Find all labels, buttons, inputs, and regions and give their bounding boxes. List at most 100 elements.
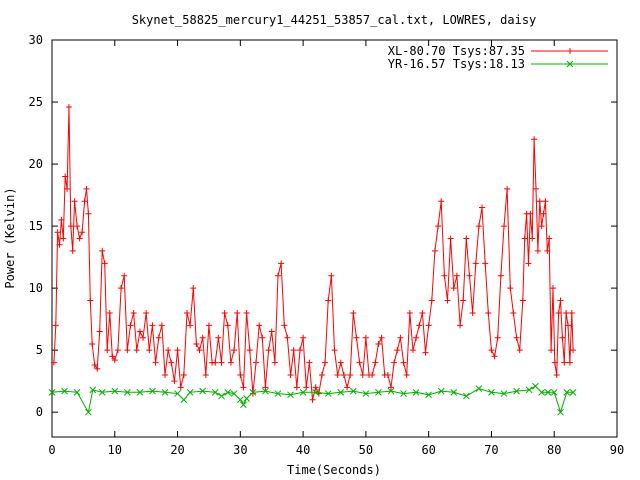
series-0-point-10 — [69, 247, 76, 254]
y-tick-label-0: 0 — [36, 405, 43, 419]
series-0-point-175 — [551, 359, 558, 366]
chart-title: Skynet_58825_mercury1_44251_53857_cal.tx… — [132, 13, 537, 27]
series-1-point-40 — [475, 385, 483, 392]
series-0-point-35 — [133, 347, 140, 354]
x-axis-label: Time(Seconds) — [287, 463, 381, 477]
y-axis-label: Power (Kelvin) — [3, 187, 17, 288]
series-0-point-166 — [534, 247, 541, 254]
series-0-point-80 — [275, 272, 281, 279]
series-0-point-148 — [488, 347, 495, 354]
series-0-point-152 — [501, 223, 507, 230]
series-0-point-77 — [265, 347, 272, 354]
series-0-point-126 — [419, 309, 426, 316]
series-0-point-99 — [334, 371, 341, 378]
series-0-point-47 — [171, 378, 178, 385]
series-0-point-102 — [344, 384, 351, 391]
series-0-point-173 — [548, 347, 555, 354]
series-0-point-157 — [516, 347, 523, 354]
series-1-point-26 — [299, 388, 307, 396]
series-0-point-86 — [293, 384, 300, 391]
series-1-point-49 — [557, 408, 564, 416]
legend-label-1: YR-16.57 Tsys:18.13 — [388, 57, 525, 71]
series-1-point-47 — [544, 388, 552, 396]
series-1-point-41 — [488, 388, 495, 396]
series-0-point-123 — [409, 347, 416, 354]
series-0-point-84 — [287, 371, 294, 378]
series-0-point-104 — [350, 309, 357, 316]
series-0-point-17 — [85, 210, 92, 217]
series-0-point-184 — [568, 309, 575, 316]
x-tick-label-3: 30 — [233, 443, 247, 457]
series-0-point-119 — [397, 334, 404, 341]
axis-ticks — [51, 39, 618, 437]
series-0-point-8 — [65, 103, 72, 110]
series-0-point-2 — [54, 229, 61, 236]
series-1-point-13 — [186, 388, 194, 396]
series-1-point-44 — [525, 386, 533, 394]
series-1-point-30 — [349, 387, 357, 395]
series-0-point-171 — [544, 247, 551, 254]
series-0-point-134 — [444, 297, 451, 304]
series-0-point-181 — [563, 309, 570, 316]
series-0-point-32 — [124, 347, 131, 354]
series-0-point-38 — [143, 309, 150, 316]
series-0-point-97 — [328, 272, 335, 279]
series-0-point-133 — [441, 272, 448, 279]
series-0-point-158 — [519, 297, 526, 304]
series-1-point-43 — [513, 387, 520, 395]
series-0-point-82 — [281, 322, 288, 329]
series-0-point-147 — [485, 309, 492, 316]
series-0-point-53 — [190, 285, 197, 292]
series-0-point-128 — [425, 322, 432, 329]
series-1-point-16 — [218, 392, 225, 400]
series-0-point-150 — [494, 334, 501, 341]
series-1-point-46 — [538, 388, 546, 396]
series-0-point-3 — [56, 241, 63, 248]
series-1-point-24 — [274, 390, 282, 397]
series-0-point-55 — [196, 347, 203, 354]
series-0-point-172 — [546, 235, 553, 242]
x-tick-label-7: 70 — [484, 443, 498, 457]
series-0-point-110 — [369, 371, 376, 378]
x-tick-label-9: 90 — [610, 443, 624, 457]
series-0-point-113 — [378, 334, 385, 341]
series-0-point-28 — [111, 357, 118, 364]
series-1-point-4 — [89, 386, 97, 394]
series-0-point-131 — [435, 223, 442, 230]
series-0-point-45 — [165, 347, 172, 354]
series-0-point-73 — [253, 359, 260, 366]
series-0-point-36 — [136, 328, 143, 335]
series-0 — [50, 103, 577, 403]
series-0-point-13 — [76, 235, 83, 242]
series-0-point-7 — [64, 185, 71, 192]
series-0-point-177 — [555, 309, 562, 316]
series-0-point-57 — [202, 371, 209, 378]
series-1 — [48, 382, 577, 416]
series-0-point-153 — [504, 185, 511, 192]
series-0-point-64 — [224, 322, 231, 329]
series-0-point-159 — [521, 235, 528, 242]
series-0-point-5 — [60, 235, 67, 242]
series-0-point-100 — [337, 359, 344, 366]
series-0-point-51 — [183, 309, 190, 316]
series-1-point-48 — [550, 388, 558, 396]
x-tick-label-6: 60 — [421, 443, 435, 457]
series-0-point-67 — [234, 309, 241, 316]
series-1-point-33 — [387, 387, 395, 395]
axis-tick-labels: 0 10 20 30 40 50 60 70 80 90 0 5 10 15 20 25 30 — [29, 33, 625, 457]
series-0-point-87 — [296, 347, 303, 354]
x-tick-label-8: 80 — [547, 443, 561, 457]
x-tick-label-0: 0 — [48, 443, 55, 457]
series-0-point-138 — [457, 322, 464, 329]
series-0-point-90 — [306, 359, 313, 366]
series-0-point-170 — [542, 198, 549, 205]
series-0-point-71 — [246, 347, 253, 354]
series-0-point-66 — [231, 347, 238, 354]
series-0-point-39 — [146, 347, 153, 354]
series-0-point-27 — [109, 353, 116, 360]
x-tick-label-1: 10 — [108, 443, 122, 457]
series-0-point-167 — [536, 198, 543, 205]
series-1-point-2 — [73, 388, 81, 396]
series-1-point-51 — [569, 388, 577, 396]
